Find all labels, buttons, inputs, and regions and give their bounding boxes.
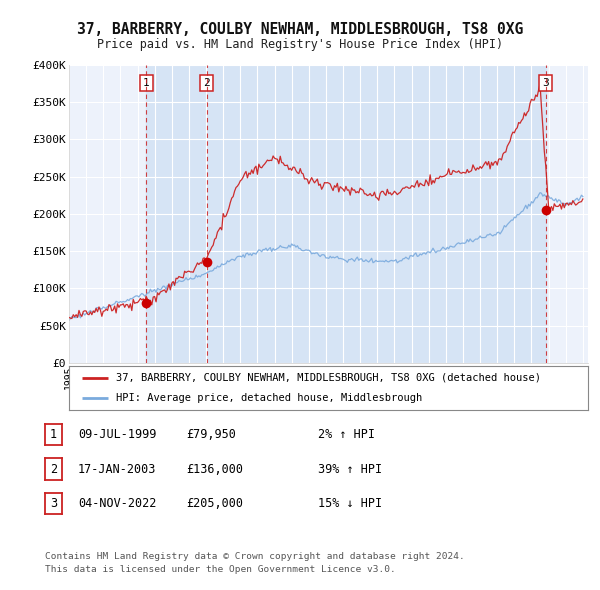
Text: 17-JAN-2003: 17-JAN-2003 bbox=[78, 463, 157, 476]
Text: 1: 1 bbox=[50, 428, 57, 441]
Text: 3: 3 bbox=[542, 78, 549, 88]
Text: 2: 2 bbox=[50, 463, 57, 476]
Bar bbox=[146, 65, 207, 363]
Text: 15% ↓ HPI: 15% ↓ HPI bbox=[318, 497, 382, 510]
Text: 39% ↑ HPI: 39% ↑ HPI bbox=[318, 463, 382, 476]
Text: 1: 1 bbox=[143, 78, 150, 88]
Text: 04-NOV-2022: 04-NOV-2022 bbox=[78, 497, 157, 510]
Text: 2% ↑ HPI: 2% ↑ HPI bbox=[318, 428, 375, 441]
Text: 2: 2 bbox=[203, 78, 210, 88]
Text: 09-JUL-1999: 09-JUL-1999 bbox=[78, 428, 157, 441]
Text: 3: 3 bbox=[50, 497, 57, 510]
Text: HPI: Average price, detached house, Middlesbrough: HPI: Average price, detached house, Midd… bbox=[116, 393, 422, 403]
Text: Contains HM Land Registry data © Crown copyright and database right 2024.: Contains HM Land Registry data © Crown c… bbox=[45, 552, 465, 560]
Text: £79,950: £79,950 bbox=[186, 428, 236, 441]
Bar bbox=[207, 65, 546, 363]
Text: 37, BARBERRY, COULBY NEWHAM, MIDDLESBROUGH, TS8 0XG (detached house): 37, BARBERRY, COULBY NEWHAM, MIDDLESBROU… bbox=[116, 373, 541, 383]
Text: £205,000: £205,000 bbox=[186, 497, 243, 510]
Text: 37, BARBERRY, COULBY NEWHAM, MIDDLESBROUGH, TS8 0XG: 37, BARBERRY, COULBY NEWHAM, MIDDLESBROU… bbox=[77, 22, 523, 37]
Text: Price paid vs. HM Land Registry's House Price Index (HPI): Price paid vs. HM Land Registry's House … bbox=[97, 38, 503, 51]
Text: £136,000: £136,000 bbox=[186, 463, 243, 476]
Text: This data is licensed under the Open Government Licence v3.0.: This data is licensed under the Open Gov… bbox=[45, 565, 396, 573]
